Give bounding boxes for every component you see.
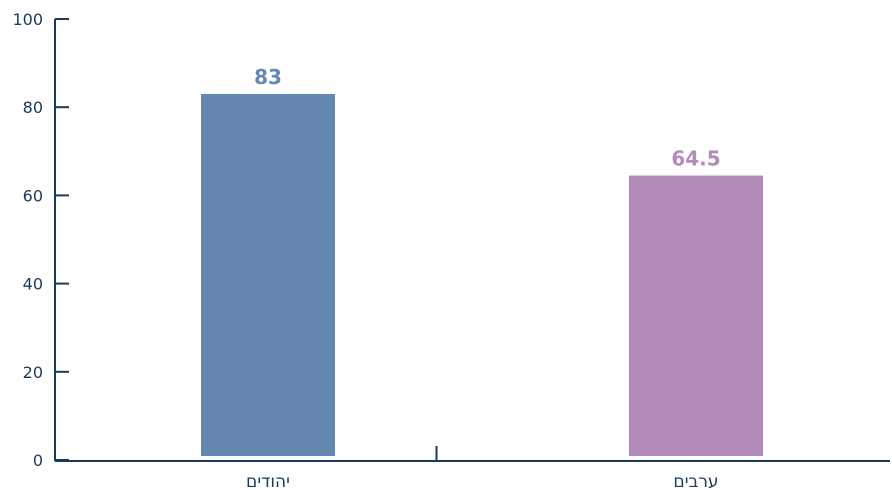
bars <box>201 93 763 456</box>
y-tick-label: 0 <box>33 451 43 470</box>
bar <box>201 93 335 456</box>
y-axis: 0 20 40 60 80 100 <box>12 10 69 470</box>
data-label: 64.5 <box>671 147 720 171</box>
x-category-label: ערבים <box>673 472 718 490</box>
y-tick-label: 60 <box>23 186 43 205</box>
y-tick-label: 80 <box>23 98 43 117</box>
data-labels: 83 64.5 <box>254 65 721 171</box>
x-category-label: יהודים <box>246 472 290 490</box>
data-label: 83 <box>254 65 282 89</box>
y-tick-label: 20 <box>23 363 43 382</box>
x-axis: יהודים ערבים <box>55 446 890 490</box>
bar <box>629 175 763 456</box>
y-tick-label: 40 <box>23 275 43 294</box>
y-tick-label: 100 <box>12 10 43 29</box>
